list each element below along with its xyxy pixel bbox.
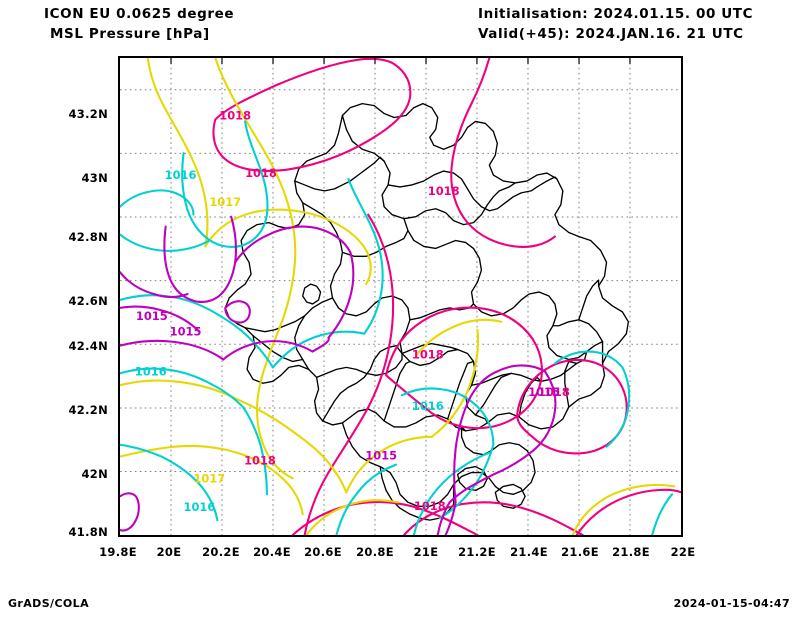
contour-label-1018: 1018 xyxy=(245,166,277,180)
x-axis-tick-21.2E: 21.2E xyxy=(458,545,496,559)
x-axis-tick-20E: 20E xyxy=(156,545,182,559)
contour-label-1018: 1018 xyxy=(538,385,570,399)
map-plot-frame: 1018 1018 1018 1018 1018 1018 1018 1017 … xyxy=(118,56,683,537)
y-axis-tick-41.8N: 41.8N xyxy=(68,525,108,539)
contour-line-1017 xyxy=(120,58,676,535)
y-axis-tick-42N: 42N xyxy=(81,467,108,481)
x-axis-tick-20.6E: 20.6E xyxy=(304,545,342,559)
x-axis-tick-21.6E: 21.6E xyxy=(561,545,599,559)
contour-label-1015: 1015 xyxy=(528,385,560,399)
header-valid-time: Valid(+45): 2024.JAN.16. 21 UTC xyxy=(478,26,744,42)
contour-line-1018 xyxy=(212,58,681,535)
header-field-title: MSL Pressure [hPa] xyxy=(50,26,210,42)
contour-label-1015: 1015 xyxy=(170,325,202,339)
x-axis-tick-21E: 21E xyxy=(413,545,439,559)
footer-producer: GrADS/COLA xyxy=(8,597,89,610)
contour-line-1015 xyxy=(120,215,557,535)
contour-label-1018: 1018 xyxy=(428,184,460,198)
contour-labels: 1018 1018 1018 1018 1018 1018 1018 1017 … xyxy=(135,108,570,514)
contour-label-1016: 1016 xyxy=(412,399,444,413)
map-canvas: 1018 1018 1018 1018 1018 1018 1018 1017 … xyxy=(120,58,681,535)
contour-label-1016: 1016 xyxy=(135,364,167,378)
contour-label-1018: 1018 xyxy=(244,454,276,468)
contour-line-1016 xyxy=(120,120,674,535)
contour-label-1018: 1018 xyxy=(219,108,251,122)
header-model-title: ICON EU 0.0625 degree xyxy=(44,6,235,22)
axis-ticks xyxy=(170,58,631,64)
contour-label-1017: 1017 xyxy=(209,195,241,209)
contour-label-1017: 1017 xyxy=(193,471,225,485)
contour-label-1016: 1016 xyxy=(184,500,216,514)
x-axis-tick-21.8E: 21.8E xyxy=(612,545,650,559)
x-axis-tick-21.4E: 21.4E xyxy=(510,545,548,559)
x-axis-tick-20.8E: 20.8E xyxy=(356,545,394,559)
x-axis-tick-19.8E: 19.8E xyxy=(99,545,137,559)
header-initialisation-time: Initialisation: 2024.01.15. 00 UTC xyxy=(478,6,754,22)
contour-label-1018: 1018 xyxy=(412,347,444,361)
y-axis-tick-42.4N: 42.4N xyxy=(68,339,108,353)
contour-label-1015: 1015 xyxy=(136,309,168,323)
contour-label-1018: 1018 xyxy=(414,499,446,513)
map-gridlines xyxy=(120,58,681,535)
y-axis-tick-43N: 43N xyxy=(81,171,108,185)
footer-timestamp: 2024-01-15-04:47 xyxy=(673,597,790,610)
contour-label-1015: 1015 xyxy=(365,449,397,463)
contour-label-1016: 1016 xyxy=(165,168,197,182)
y-axis-tick-43.2N: 43.2N xyxy=(68,107,108,121)
y-axis-tick-42.2N: 42.2N xyxy=(68,403,108,417)
x-axis-tick-22E: 22E xyxy=(670,545,696,559)
y-axis-tick-42.8N: 42.8N xyxy=(68,230,108,244)
x-axis-tick-20.4E: 20.4E xyxy=(253,545,291,559)
x-axis-tick-20.2E: 20.2E xyxy=(202,545,240,559)
administrative-borders xyxy=(224,102,630,521)
y-axis-tick-42.6N: 42.6N xyxy=(68,294,108,308)
